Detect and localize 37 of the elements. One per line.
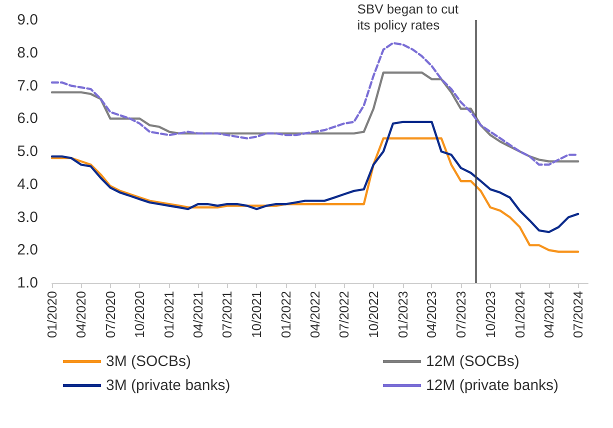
- x-tick-label: 01/2020: [44, 291, 60, 338]
- x-tick-label: 01/2022: [278, 291, 294, 338]
- y-tick-label: 5.0: [17, 143, 38, 160]
- y-tick-label: 6.0: [17, 110, 38, 128]
- ref-line-label: SBV began to cut its policy rates: [357, 2, 462, 32]
- x-tick-label: 04/2023: [424, 291, 440, 338]
- legend-label: 3M (SOCBs): [106, 353, 192, 370]
- y-tick-label: 3.0: [17, 208, 38, 226]
- legend-label: 3M (private banks): [106, 377, 230, 394]
- x-tick-label: 07/2022: [336, 291, 352, 338]
- x-tick-label: 04/2021: [190, 291, 206, 338]
- x-tick-label: 04/2020: [74, 291, 89, 338]
- y-tick-label: 8.0: [17, 44, 38, 62]
- line-series: [50, 42, 580, 166]
- x-tick-label: 07/2023: [453, 291, 468, 338]
- x-tick-label: 07/2020: [102, 291, 118, 338]
- y-tick-label: 7.0: [17, 77, 38, 94]
- line-series: [50, 120, 580, 234]
- x-tick-label: 07/2024: [570, 291, 586, 338]
- x-tick-label: 01/2023: [395, 291, 410, 338]
- x-tick-label: 10/2020: [132, 291, 148, 338]
- x-tick-label: 10/2021: [249, 291, 264, 338]
- line-series: [50, 137, 580, 253]
- legend-label: 12M (private banks): [426, 377, 559, 394]
- x-tick-label: 10/2022: [366, 291, 381, 338]
- x-tick-label: 04/2024: [541, 291, 556, 338]
- y-tick-label: 9.0: [17, 12, 38, 28]
- x-tick-label: 07/2021: [220, 291, 235, 338]
- x-tick-label: 10/2023: [482, 291, 498, 338]
- line-series: [50, 72, 580, 162]
- x-tick-label: 04/2022: [307, 291, 322, 338]
- y-tick-label: 1.0: [17, 274, 38, 292]
- y-tick-label: 4.0: [17, 176, 38, 193]
- x-tick-label: 01/2024: [512, 291, 528, 338]
- legend-label: 12M (SOCBs): [426, 353, 520, 370]
- x-tick-label: 01/2021: [162, 291, 177, 338]
- y-tick-label: 2.0: [17, 242, 38, 259]
